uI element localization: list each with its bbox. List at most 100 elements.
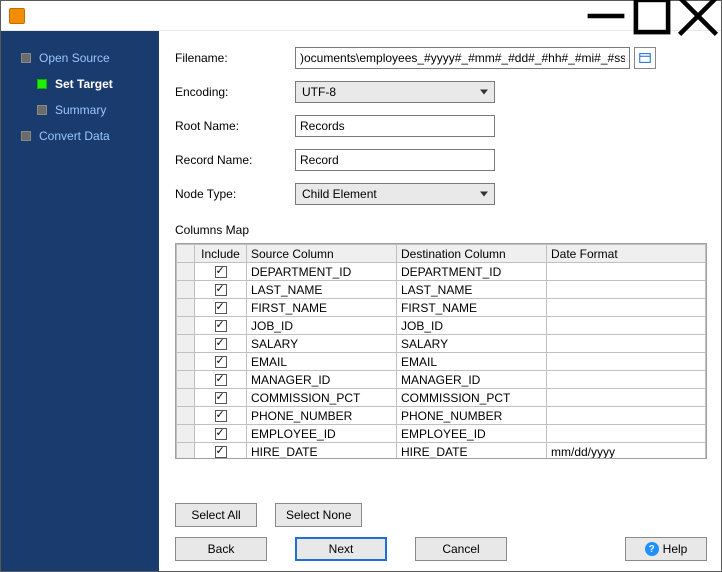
row-header[interactable] <box>177 317 195 335</box>
next-button[interactable]: Next <box>295 537 387 561</box>
cell-include[interactable] <box>195 299 247 317</box>
include-checkbox[interactable] <box>215 428 227 440</box>
include-checkbox[interactable] <box>215 266 227 278</box>
table-row[interactable]: LAST_NAMELAST_NAME <box>177 281 706 299</box>
cell-destination[interactable]: HIRE_DATE <box>397 443 547 460</box>
cell-destination[interactable]: LAST_NAME <box>397 281 547 299</box>
row-header[interactable] <box>177 371 195 389</box>
cell-destination[interactable]: DEPARTMENT_ID <box>397 263 547 281</box>
close-button[interactable] <box>675 1 721 31</box>
cell-source[interactable]: FIRST_NAME <box>247 299 397 317</box>
row-header[interactable] <box>177 281 195 299</box>
cell-include[interactable] <box>195 407 247 425</box>
minimize-button[interactable] <box>583 1 629 31</box>
row-header[interactable] <box>177 443 195 460</box>
row-header[interactable] <box>177 407 195 425</box>
select-all-button[interactable]: Select All <box>175 503 257 527</box>
table-row[interactable]: COMMISSION_PCTCOMMISSION_PCT <box>177 389 706 407</box>
cell-dateformat[interactable] <box>547 299 706 317</box>
cell-source[interactable]: MANAGER_ID <box>247 371 397 389</box>
cell-dateformat[interactable] <box>547 371 706 389</box>
help-button[interactable]: ? Help <box>625 537 707 561</box>
cell-dateformat[interactable] <box>547 317 706 335</box>
nav-item-convert-data[interactable]: Convert Data <box>1 123 159 149</box>
cell-dateformat[interactable] <box>547 281 706 299</box>
nav-item-summary[interactable]: Summary <box>1 97 159 123</box>
cell-dateformat[interactable]: mm/dd/yyyy <box>547 443 706 460</box>
cell-dateformat[interactable] <box>547 425 706 443</box>
table-row[interactable]: HIRE_DATEHIRE_DATEmm/dd/yyyy <box>177 443 706 460</box>
table-row[interactable]: PHONE_NUMBERPHONE_NUMBER <box>177 407 706 425</box>
cell-destination[interactable]: COMMISSION_PCT <box>397 389 547 407</box>
col-header-include[interactable]: Include <box>195 245 247 263</box>
col-header-source[interactable]: Source Column <box>247 245 397 263</box>
include-checkbox[interactable] <box>215 392 227 404</box>
browse-file-button[interactable] <box>634 47 656 69</box>
table-row[interactable]: FIRST_NAMEFIRST_NAME <box>177 299 706 317</box>
cell-source[interactable]: PHONE_NUMBER <box>247 407 397 425</box>
cancel-button[interactable]: Cancel <box>415 537 507 561</box>
include-checkbox[interactable] <box>215 338 227 350</box>
rootname-input[interactable] <box>295 115 495 137</box>
cell-destination[interactable]: SALARY <box>397 335 547 353</box>
row-header[interactable] <box>177 425 195 443</box>
col-header-dateformat[interactable]: Date Format <box>547 245 706 263</box>
nodetype-select[interactable]: Child Element <box>295 183 495 205</box>
filename-input[interactable] <box>295 47 630 69</box>
include-checkbox[interactable] <box>215 446 227 458</box>
row-header[interactable] <box>177 263 195 281</box>
row-header[interactable] <box>177 353 195 371</box>
table-row[interactable]: SALARYSALARY <box>177 335 706 353</box>
cell-source[interactable]: SALARY <box>247 335 397 353</box>
cell-include[interactable] <box>195 425 247 443</box>
row-header[interactable] <box>177 299 195 317</box>
cell-include[interactable] <box>195 443 247 460</box>
table-row[interactable]: EMAILEMAIL <box>177 353 706 371</box>
table-row[interactable]: EMPLOYEE_IDEMPLOYEE_ID <box>177 425 706 443</box>
cell-source[interactable]: DEPARTMENT_ID <box>247 263 397 281</box>
nav-item-open-source[interactable]: Open Source <box>1 45 159 71</box>
cell-source[interactable]: EMPLOYEE_ID <box>247 425 397 443</box>
include-checkbox[interactable] <box>215 374 227 386</box>
table-row[interactable]: JOB_IDJOB_ID <box>177 317 706 335</box>
cell-destination[interactable]: FIRST_NAME <box>397 299 547 317</box>
cell-destination[interactable]: MANAGER_ID <box>397 371 547 389</box>
back-button[interactable]: Back <box>175 537 267 561</box>
cell-destination[interactable]: JOB_ID <box>397 317 547 335</box>
recordname-input[interactable] <box>295 149 495 171</box>
include-checkbox[interactable] <box>215 320 227 332</box>
select-none-button[interactable]: Select None <box>275 503 362 527</box>
cell-dateformat[interactable] <box>547 353 706 371</box>
nav-item-set-target[interactable]: Set Target <box>1 71 159 97</box>
cell-include[interactable] <box>195 281 247 299</box>
cell-dateformat[interactable] <box>547 263 706 281</box>
row-header[interactable] <box>177 389 195 407</box>
table-row[interactable]: DEPARTMENT_IDDEPARTMENT_ID <box>177 263 706 281</box>
row-header[interactable] <box>177 335 195 353</box>
cell-dateformat[interactable] <box>547 407 706 425</box>
maximize-button[interactable] <box>629 1 675 31</box>
cell-include[interactable] <box>195 371 247 389</box>
include-checkbox[interactable] <box>215 284 227 296</box>
include-checkbox[interactable] <box>215 410 227 422</box>
cell-destination[interactable]: PHONE_NUMBER <box>397 407 547 425</box>
cell-source[interactable]: COMMISSION_PCT <box>247 389 397 407</box>
cell-include[interactable] <box>195 317 247 335</box>
cell-include[interactable] <box>195 263 247 281</box>
cell-destination[interactable]: EMPLOYEE_ID <box>397 425 547 443</box>
cell-source[interactable]: HIRE_DATE <box>247 443 397 460</box>
cell-destination[interactable]: EMAIL <box>397 353 547 371</box>
cell-source[interactable]: EMAIL <box>247 353 397 371</box>
cell-source[interactable]: JOB_ID <box>247 317 397 335</box>
cell-source[interactable]: LAST_NAME <box>247 281 397 299</box>
col-header-destination[interactable]: Destination Column <box>397 245 547 263</box>
include-checkbox[interactable] <box>215 302 227 314</box>
cell-include[interactable] <box>195 353 247 371</box>
cell-include[interactable] <box>195 335 247 353</box>
cell-dateformat[interactable] <box>547 335 706 353</box>
include-checkbox[interactable] <box>215 356 227 368</box>
encoding-select[interactable]: UTF-8 <box>295 81 495 103</box>
table-row[interactable]: MANAGER_IDMANAGER_ID <box>177 371 706 389</box>
cell-include[interactable] <box>195 389 247 407</box>
cell-dateformat[interactable] <box>547 389 706 407</box>
